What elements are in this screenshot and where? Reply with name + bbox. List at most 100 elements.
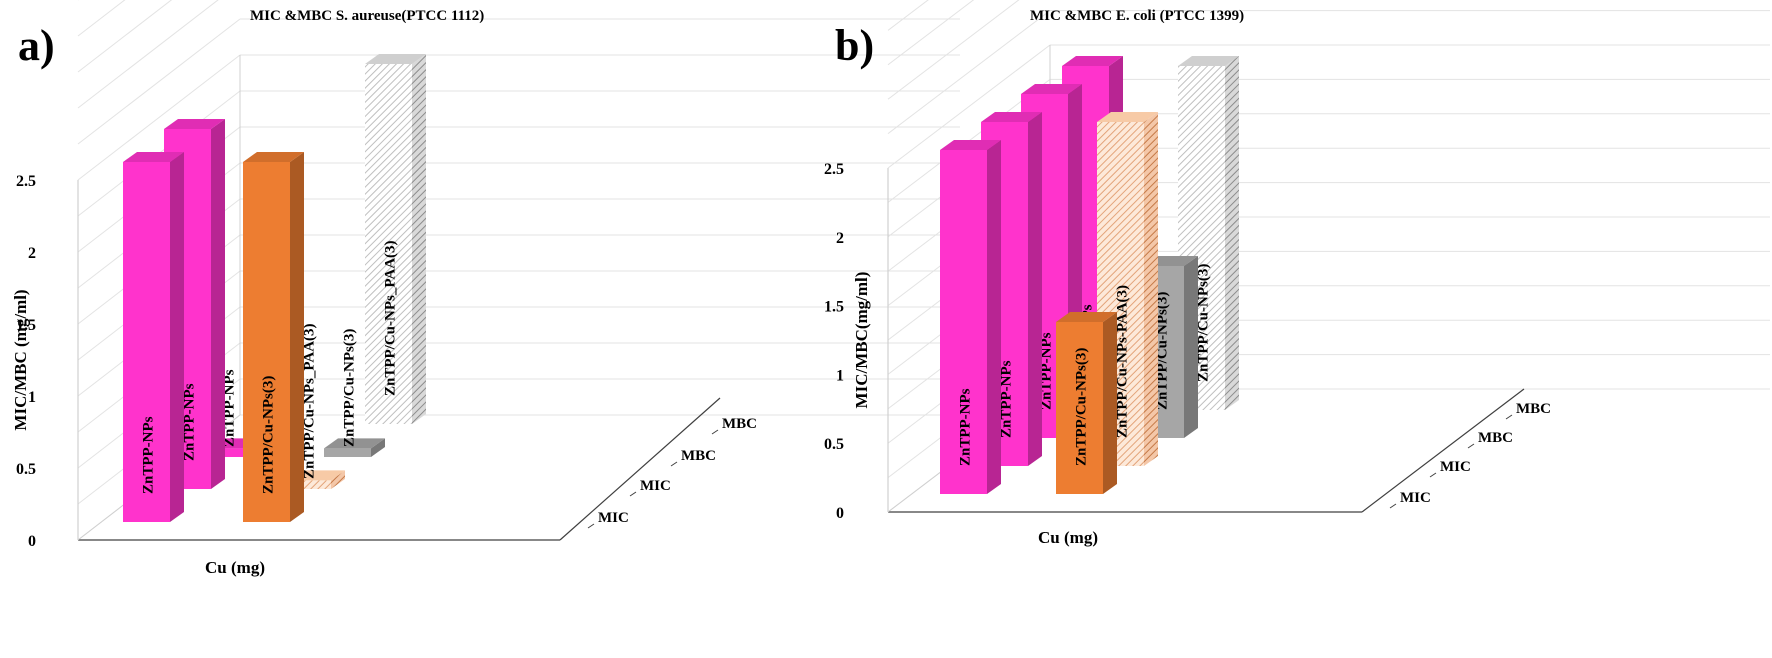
bar-side <box>331 470 345 489</box>
depth-row-label: MIC <box>598 510 629 526</box>
depth-tick <box>1505 414 1513 420</box>
panel-letter: b) <box>835 21 874 70</box>
y-tick-label: 0 <box>28 533 36 550</box>
gridline <box>77 0 219 109</box>
bar: ZnTPP/Cu-NPs_PAA(3) <box>365 54 426 424</box>
bar-label: ZnTPP-NPs <box>1039 332 1055 410</box>
depth-row-label: MIC <box>1400 490 1431 506</box>
bar-label: ZnTPP/Cu-NPs_PAA(3) <box>302 323 318 479</box>
bar: ZnTPP-NPs <box>123 152 184 522</box>
bar: ZnTPP/Cu-NPs(3) <box>324 329 385 457</box>
gridline <box>887 0 975 66</box>
bar-side <box>1184 256 1198 438</box>
bar-side <box>371 438 385 457</box>
bar-label: ZnTPP-NPs <box>999 360 1015 438</box>
bar-front <box>940 150 987 494</box>
y-axis-title: MIC/MBC(mg/ml) <box>852 272 871 409</box>
bar-side <box>412 54 426 424</box>
depth-tick <box>629 491 637 497</box>
x-axis-title: Cu (mg) <box>205 558 265 577</box>
y-tick-label: 2 <box>28 245 36 262</box>
bar-front <box>243 162 290 522</box>
y-tick-label: 0.5 <box>16 461 36 478</box>
gridline <box>887 0 1020 100</box>
gridline <box>887 0 929 31</box>
gridline <box>77 0 126 37</box>
bar-front <box>204 448 251 457</box>
bar-top <box>1097 112 1158 122</box>
bar-front <box>123 162 170 522</box>
y-tick-label: 1 <box>836 367 844 384</box>
depth-tick <box>670 461 678 467</box>
gridline <box>77 54 241 181</box>
bar-label: ZnTPP/Cu-NPs(3) <box>1155 292 1171 410</box>
y-tick-label: 0.5 <box>824 436 844 453</box>
y-tick-label: 2.5 <box>824 161 844 178</box>
y-tick-label: 1.5 <box>824 299 844 316</box>
gridline <box>887 44 1051 169</box>
gridline <box>77 18 241 145</box>
depth-row-label: MBC <box>1478 430 1513 446</box>
bar-top <box>1178 56 1239 66</box>
bar-front <box>1056 322 1103 494</box>
depth-axis-line <box>1361 388 1525 513</box>
y-tick-label: 2 <box>836 230 844 247</box>
bar-top <box>123 152 184 162</box>
bar-label: ZnTPP/Cu-NPs(3) <box>342 329 358 447</box>
bars: ZnTPP/Cu-NPs_PAA(3) ZnTPP-NPs ZnTPP/Cu-NPs… <box>123 54 426 522</box>
bar-label: ZnTPP/Cu-NPs-PAA(3) <box>1115 285 1131 438</box>
gridline <box>77 0 173 73</box>
bar-side <box>1103 312 1117 494</box>
bar-side <box>170 152 184 522</box>
bar: ZnTPP/Cu-NPs(3) <box>1056 312 1117 494</box>
bar-top <box>164 119 225 129</box>
chart-title: MIC &MBC S. aureuse(PTCC 1112) <box>250 8 484 24</box>
bar-side <box>1028 112 1042 466</box>
depth-tick <box>1467 443 1475 449</box>
bars: ZnTPP-NPs ZnTPP/Cu-NPs(3) ZnTPP-NPs ZnTPP/C… <box>940 56 1239 494</box>
bar-front <box>284 480 331 489</box>
bar-label: ZnTPP-NPs <box>141 416 157 494</box>
bar-label: ZnTPP/Cu-NPs(3) <box>261 376 277 494</box>
depth-tick <box>1389 503 1397 509</box>
bar-top <box>1062 56 1123 66</box>
bar-label: ZnTPP/Cu-NPs(3) <box>1074 348 1090 466</box>
bar: ZnTPP-NPs <box>940 140 1001 494</box>
bar-top <box>940 140 1001 150</box>
bar-side <box>1144 112 1158 466</box>
bar-label: ZnTPP/Cu-NPs_PAA(3) <box>383 240 399 396</box>
bar-top <box>1021 84 1082 94</box>
y-tick-label: 0 <box>836 505 844 522</box>
bar: ZnTPP/Cu-NPs(3) <box>243 152 304 522</box>
bar-label: ZnTPP-NPs <box>222 369 238 447</box>
chart-title: MIC &MBC E. coli (PTCC 1399) <box>1030 8 1244 24</box>
depth-row-label: MBC <box>681 448 716 464</box>
bar-top <box>981 112 1042 122</box>
chart-panel-a: 0 0.5 1 1.5 2 2.5 MIC MIC MBC MBC MIC &MBC S. aure… <box>11 0 960 577</box>
bar-front <box>365 64 412 424</box>
bar-top <box>243 152 304 162</box>
x-axis-title: Cu (mg) <box>1038 528 1098 547</box>
y-tick-label: 1.5 <box>16 317 36 334</box>
bar-side <box>290 152 304 522</box>
depth-row-label: MIC <box>1440 459 1471 475</box>
depth-row-label: MIC <box>640 478 671 494</box>
bar-side <box>1225 56 1239 410</box>
panel-letter: a) <box>18 21 55 70</box>
bar-side <box>211 119 225 489</box>
bar-label: ZnTPP-NPs <box>182 383 198 461</box>
bar-label: ZnTPP/Cu-NPs(3) <box>1196 264 1212 382</box>
bar-top <box>1056 312 1117 322</box>
bar-side <box>987 140 1001 494</box>
depth-tick <box>1429 472 1437 478</box>
y-axis-title: MIC/MBC (mg/ml) <box>11 289 30 430</box>
depth-tick <box>711 429 719 435</box>
bar-top <box>365 54 426 64</box>
bar-top <box>324 438 385 449</box>
depth-tick <box>587 523 595 529</box>
bar-label: ZnTPP-NPs <box>958 388 974 466</box>
y-tick-label: 1 <box>28 389 36 406</box>
depth-row-label: MBC <box>1516 401 1551 417</box>
